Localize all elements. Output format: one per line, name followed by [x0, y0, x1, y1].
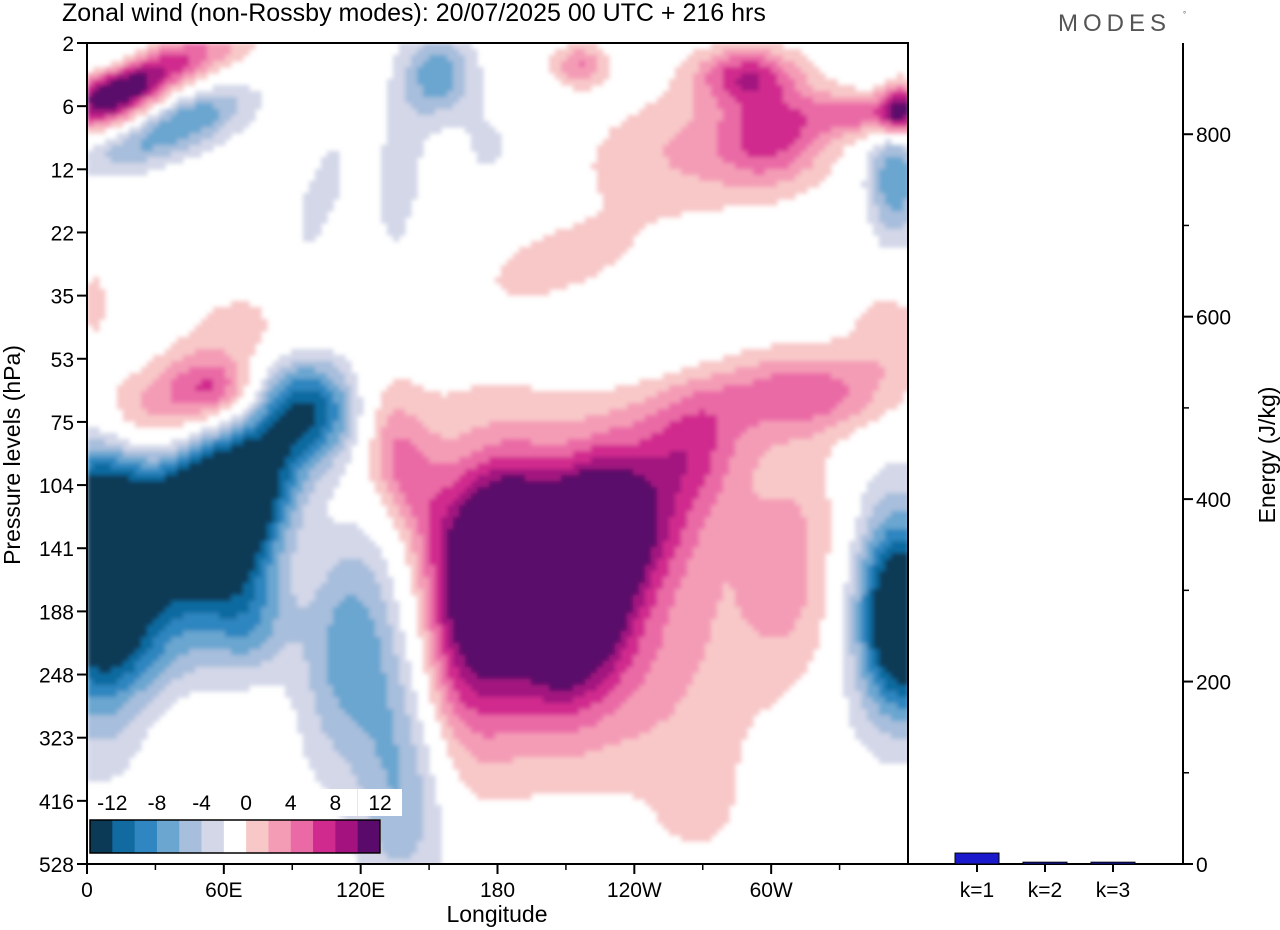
colorbar-label: 12 [368, 792, 391, 815]
x-tick-label: 0 [81, 879, 93, 902]
wind-field-cells [87, 43, 908, 864]
colorbar-swatch [134, 820, 158, 853]
colorbar-swatch [246, 820, 269, 853]
y-tick-label: 12 [51, 159, 74, 182]
colorbar-swatch [156, 820, 180, 853]
y-tick-label: 141 [39, 538, 74, 561]
x-tick-label: 180 [480, 879, 515, 902]
energy-tick-label: 200 [1196, 672, 1231, 695]
colorbar-label: -8 [148, 792, 167, 815]
energy-category-label: k=1 [960, 879, 994, 902]
y-tick-label: 35 [51, 286, 74, 309]
chart-title: Zonal wind (non-Rossby modes): 20/07/202… [62, 0, 766, 27]
colorbar-swatch [357, 820, 381, 853]
colorbar-swatch [112, 820, 136, 853]
energy-bar [1022, 861, 1068, 865]
colorbar-label-background [179, 789, 224, 816]
y-tick-label: 323 [39, 728, 74, 751]
colorbar-label: 8 [330, 792, 342, 815]
energy-tick-label: 0 [1196, 854, 1208, 877]
y-tick-label: 53 [51, 349, 74, 372]
colorbar-swatch [223, 820, 247, 853]
colorbar-label-background [268, 789, 313, 816]
y-tick-label: 104 [39, 475, 74, 498]
energy-tick-label: 800 [1196, 124, 1231, 147]
x-axis-label: Longitude [446, 901, 547, 927]
colorbar-swatch [313, 820, 336, 853]
x-tick-label: 60W [750, 879, 793, 902]
y-tick-label: 75 [51, 412, 74, 435]
wind-contour-fields [87, 43, 908, 864]
colorbar-label-background [90, 789, 135, 816]
energy-bar-plot: 0 200 400 600 800 k=1 k=2 k=3 Energy (J/kg) [908, 43, 1280, 902]
y-tick-label: 248 [39, 665, 74, 688]
energy-axis-label: Energy (J/kg) [1254, 387, 1280, 524]
y-tick-label: 22 [51, 222, 74, 245]
y-tick-label: 6 [62, 96, 74, 119]
colorbar-label: -12 [97, 792, 127, 815]
energy-category-label: k=2 [1028, 879, 1062, 902]
energy-bar [954, 852, 1000, 865]
colorbar-swatch [90, 820, 113, 853]
heatmap-axes: 0 60E 120E 180 120W 60W 2 6 12 22 35 53 75 104 141 188 2… [39, 33, 841, 902]
colorbar-label-background [358, 789, 402, 816]
x-tick-label: 120E [336, 879, 385, 902]
brand-logo: MODES [1058, 10, 1171, 37]
energy-category-label: k=3 [1096, 879, 1130, 902]
y-tick-label: 416 [39, 791, 74, 814]
energy-tick-label: 400 [1196, 489, 1231, 512]
x-tick-label: 120W [607, 879, 662, 902]
colorbar: -12 -8 -4 0 4 8 12 [89, 789, 402, 854]
colorbar-swatch [290, 820, 314, 853]
colorbar-swatch [268, 820, 292, 853]
y-axis-label: Pressure levels (hPa) [0, 345, 25, 565]
colorbar-swatch [201, 820, 225, 853]
x-tick-label: 60E [205, 879, 242, 902]
colorbar-label: 0 [240, 792, 252, 815]
y-tick-label: 2 [62, 33, 74, 56]
y-tick-label: 528 [39, 854, 74, 877]
brand-mark: ° [1183, 10, 1186, 19]
colorbar-label: -4 [192, 792, 211, 815]
colorbar-label-background [224, 789, 269, 816]
y-tick-label: 188 [39, 601, 74, 624]
heatmap-plot [86, 42, 909, 865]
colorbar-label-background [134, 789, 179, 816]
colorbar-label: 4 [285, 792, 297, 815]
energy-tick-label: 600 [1196, 307, 1231, 330]
energy-bar [1090, 861, 1136, 865]
colorbar-frame [89, 819, 381, 854]
colorbar-swatch [179, 820, 203, 853]
colorbar-label-background [313, 789, 358, 816]
colorbar-swatch [335, 820, 359, 853]
